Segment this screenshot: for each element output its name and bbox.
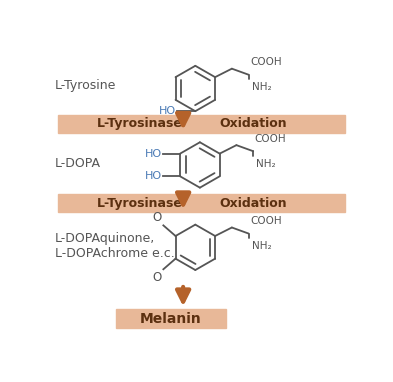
Bar (58, 115, 345, 133)
Text: O: O (152, 271, 162, 284)
Text: COOH: COOH (250, 216, 282, 226)
Text: NH₂: NH₂ (256, 159, 276, 168)
Text: Oxidation: Oxidation (219, 117, 287, 130)
Text: L-Tyrosine: L-Tyrosine (55, 79, 117, 92)
Text: Oxidation: Oxidation (219, 197, 287, 210)
Text: NH₂: NH₂ (252, 241, 271, 251)
Text: HO: HO (158, 106, 176, 116)
Text: COOH: COOH (255, 134, 286, 144)
Text: NH₂: NH₂ (252, 82, 271, 92)
Bar (58, 194, 345, 212)
Text: O: O (152, 211, 162, 224)
Text: Melanin: Melanin (140, 312, 202, 325)
Text: COOH: COOH (250, 57, 282, 67)
Text: L-Tyrosinase: L-Tyrosinase (97, 117, 183, 130)
Text: HO: HO (145, 149, 162, 159)
Text: L-Tyrosinase: L-Tyrosinase (97, 197, 183, 210)
Text: L-DOPAquinone,
L-DOPAchrome e.c.: L-DOPAquinone, L-DOPAchrome e.c. (55, 232, 175, 260)
Text: L-DOPA: L-DOPA (55, 157, 101, 170)
Bar (116, 309, 226, 328)
Text: HO: HO (145, 171, 162, 181)
